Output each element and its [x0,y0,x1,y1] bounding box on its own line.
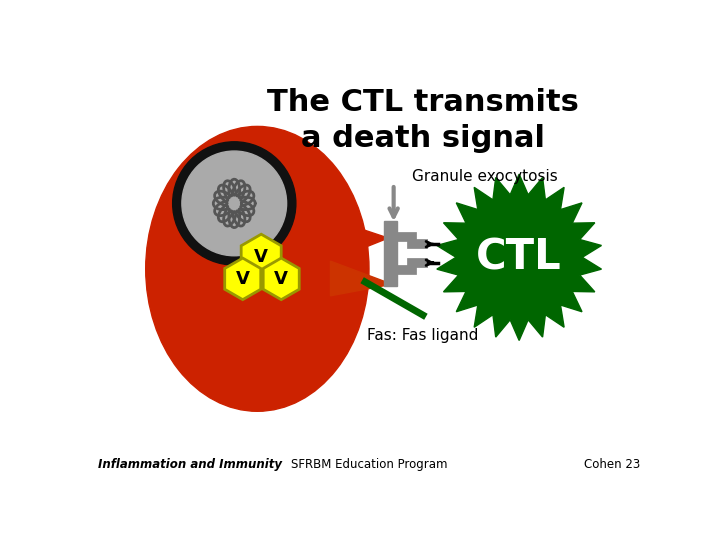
Text: CTL: CTL [476,237,562,278]
Polygon shape [330,261,392,296]
Text: Fas: Fas ligand: Fas: Fas ligand [367,328,479,343]
Text: Inflammation and Immunity: Inflammation and Immunity [98,458,282,471]
Text: Granule exocytosis: Granule exocytosis [412,169,557,184]
Ellipse shape [145,126,369,411]
Text: V: V [254,248,268,266]
FancyBboxPatch shape [384,221,397,286]
Text: The CTL transmits
a death signal: The CTL transmits a death signal [267,88,579,153]
Text: V: V [235,270,250,288]
Text: Cohen 23: Cohen 23 [584,458,640,471]
Polygon shape [330,219,388,261]
Text: V: V [274,270,288,288]
Polygon shape [437,174,601,340]
Circle shape [182,151,287,256]
Text: SFRBM Education Program: SFRBM Education Program [291,458,447,471]
Circle shape [173,142,296,265]
